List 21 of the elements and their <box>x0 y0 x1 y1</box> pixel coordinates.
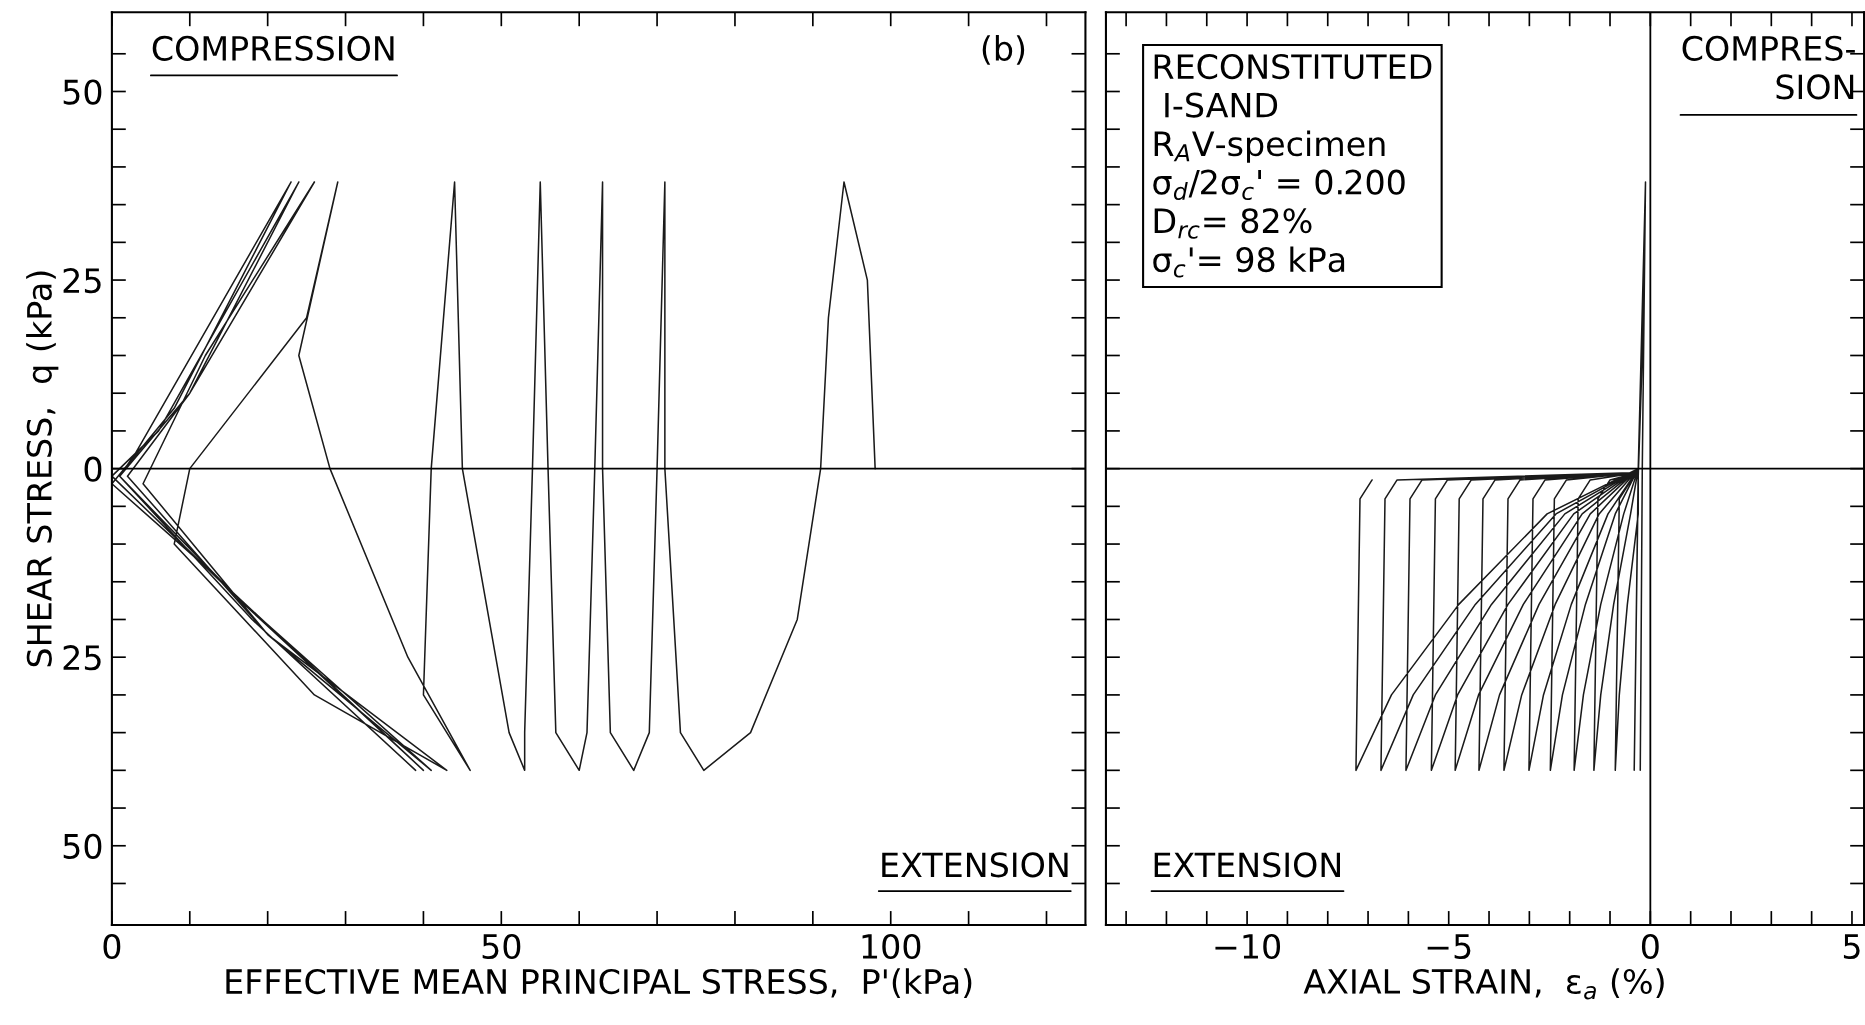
x-tick-label: 5 <box>1843 934 1860 960</box>
annotation: (b) <box>982 35 1025 65</box>
x-tick-label: 100 <box>862 933 921 960</box>
y-tick-label: 50 <box>63 79 102 105</box>
annotation: COMPRESSION <box>152 35 394 61</box>
y-axis-title: SHEAR STRESS, q (kPa) <box>26 271 59 667</box>
x-tick-label: −5 <box>1427 934 1471 960</box>
x-tick-label: −10 <box>1215 933 1281 960</box>
x-axis-title: EFFECTIVE MEAN PRINCIPAL STRESS, P'(kPa) <box>226 968 972 999</box>
x-tick-label: 0 <box>1641 933 1659 960</box>
annotation: COMPRES- SION <box>1682 35 1855 100</box>
y-tick-label: 50 <box>63 833 102 859</box>
annotation: EXTENSION <box>1154 852 1340 878</box>
x-axis-title: AXIAL STRAIN, ε$_{a}$ (%) <box>1303 968 1664 1000</box>
y-tick-label: 25 <box>63 645 101 671</box>
text: RECONSTITUTED I-SAND R$_{A}$V-specimen σ$_{d}$/2σ$_{c}$' = 0.200 D$_{rc}$= 82% σ$_{c}$'= 98 kPa <box>1153 53 1432 278</box>
y-tick-label: 25 <box>63 267 101 294</box>
x-tick-label: 50 <box>482 933 521 960</box>
annotation: EXTENSION <box>882 852 1068 878</box>
x-tick-label: 0 <box>103 933 121 960</box>
y-tick-label: 0 <box>84 456 102 482</box>
